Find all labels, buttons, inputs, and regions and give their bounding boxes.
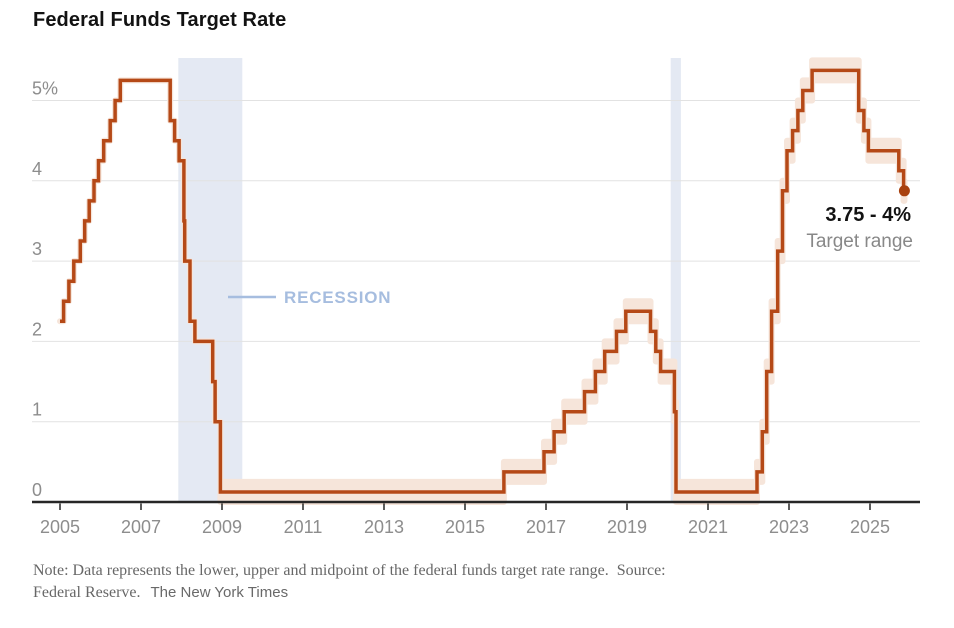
source-credit: The New York Times [150,584,289,601]
latest-value-label: 3.75 - 4% [825,204,911,226]
y-axis-label: 4 [32,159,42,179]
chart-note: Note: Data represents the lower, upper a… [33,560,928,604]
fed-funds-rate-chart: 0 1 2 3 4 5% 2005 2007 2009 2011 2013 2015 2017 2019 2… [32,57,920,537]
note-line-2: Federal Reserve. [33,584,141,601]
y-axis-label: 5% [32,79,58,99]
x-axis-label: 2013 [364,517,404,537]
note-line-1: Note: Data represents the lower, upper a… [33,562,666,579]
y-axis-label: 2 [32,319,42,339]
x-axis-label: 2007 [121,517,161,537]
recession-label: RECESSION [284,288,391,307]
x-axis-label: 2015 [445,517,485,537]
x-axis-label: 2025 [850,517,890,537]
target-range-caption: Target range [806,231,913,252]
y-axis-label: 3 [32,239,42,259]
x-axis-label: 2021 [688,517,728,537]
x-axis-label: 2009 [202,517,242,537]
y-axis-label: 0 [32,480,42,500]
x-axis-label: 2019 [607,517,647,537]
x-axis-label: 2005 [40,517,80,537]
x-axis-label: 2023 [769,517,809,537]
x-axis-label: 2017 [526,517,566,537]
x-axis-label: 2011 [284,517,323,537]
recession-band [670,58,681,502]
latest-value-dot [898,185,910,197]
chart-title: Federal Funds Target Rate [33,9,287,31]
y-axis-label: 1 [32,400,42,420]
rate-line [60,68,906,494]
